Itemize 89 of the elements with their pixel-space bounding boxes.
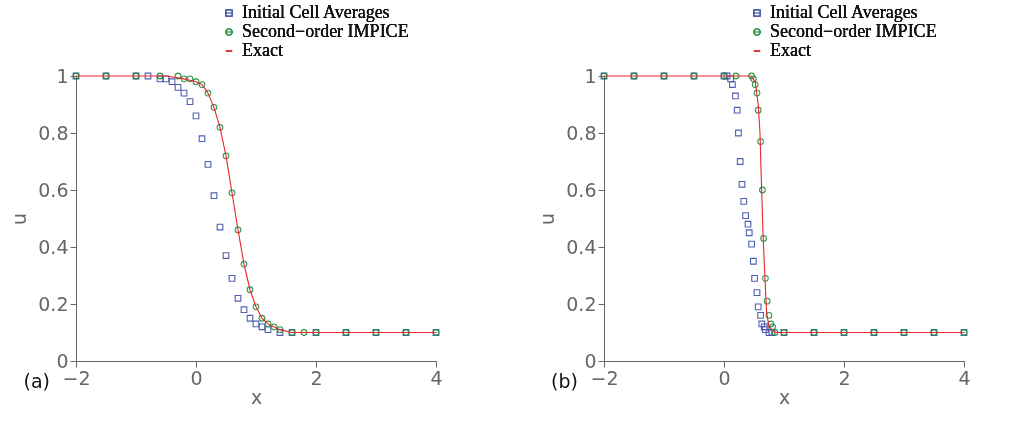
y-tick-label: 1	[56, 64, 69, 87]
point	[760, 235, 767, 242]
y-tick-label: 0.2	[38, 292, 69, 315]
point	[234, 294, 242, 302]
point	[748, 240, 755, 248]
point	[760, 323, 768, 331]
point	[192, 78, 200, 86]
point	[729, 81, 736, 88]
text: (b)	[551, 370, 578, 392]
point	[740, 198, 748, 205]
legend-label: Second−order IMPICE	[770, 21, 937, 41]
y-tick-label: 0.6	[566, 178, 597, 201]
point	[759, 186, 766, 194]
point	[174, 84, 182, 91]
point	[222, 152, 230, 160]
legend-label: Exact	[242, 40, 283, 60]
point	[753, 289, 761, 296]
x-tick-label: 4	[430, 366, 443, 389]
point	[168, 78, 176, 86]
point	[204, 160, 212, 168]
point	[264, 326, 272, 334]
point	[162, 75, 170, 83]
text: (a)	[23, 370, 50, 392]
x-axis-title: x	[250, 385, 263, 408]
point	[745, 229, 753, 237]
point	[736, 158, 744, 165]
point	[180, 89, 188, 97]
point	[246, 314, 254, 322]
y-axis-title: u	[8, 212, 31, 226]
point	[758, 320, 766, 328]
point	[765, 329, 773, 336]
y-tick-label: 0.4	[566, 235, 597, 258]
y-tick-label: 0.6	[38, 178, 69, 201]
point	[246, 286, 254, 294]
x-tick-label: 0	[190, 366, 203, 389]
point	[754, 303, 762, 311]
x-axis-title: x	[778, 385, 791, 408]
legend-label: Initial Cell Averages	[242, 2, 390, 22]
point	[222, 252, 230, 259]
y-tick-label: 0	[584, 349, 597, 372]
point	[732, 92, 739, 100]
point	[192, 112, 200, 120]
legend-label: Exact	[770, 40, 811, 60]
point	[216, 123, 224, 131]
point	[751, 274, 758, 282]
point	[258, 323, 266, 331]
point	[198, 135, 206, 143]
point	[757, 312, 764, 319]
point	[742, 212, 749, 220]
point	[258, 314, 266, 322]
y-axis-title: u	[536, 212, 559, 226]
point	[762, 326, 769, 334]
point	[727, 75, 734, 83]
point	[270, 323, 278, 331]
point	[735, 129, 742, 137]
point	[240, 306, 248, 314]
point	[186, 98, 194, 106]
point	[210, 192, 218, 200]
x-tick-label: 2	[310, 366, 323, 389]
point	[198, 81, 206, 88]
point	[738, 180, 746, 188]
point	[228, 189, 236, 197]
point	[744, 220, 752, 228]
point	[210, 103, 218, 111]
legend-label: Initial Cell Averages	[770, 2, 918, 22]
x-tick-label: 0	[718, 366, 731, 389]
y-tick-label: 0.8	[38, 121, 69, 144]
point	[252, 320, 260, 328]
point	[186, 75, 194, 83]
point	[180, 75, 188, 83]
point	[300, 329, 308, 336]
point	[216, 223, 224, 231]
point	[733, 106, 741, 114]
y-tick-label: 0.8	[566, 121, 597, 144]
point	[228, 274, 236, 282]
legend-label: Second−order IMPICE	[242, 21, 409, 41]
y-tick-label: 0	[56, 349, 69, 372]
point	[144, 72, 152, 80]
point	[765, 312, 773, 319]
point	[754, 106, 762, 114]
point	[762, 274, 769, 282]
y-tick-label: 0.2	[566, 292, 597, 315]
x-tick-label: 4	[958, 366, 971, 389]
x-tick-label: 2	[838, 366, 851, 389]
y-tick-label: 1	[584, 64, 597, 87]
point	[751, 81, 759, 88]
point	[750, 257, 757, 265]
y-tick-label: 0.4	[38, 235, 69, 258]
point	[757, 138, 764, 145]
